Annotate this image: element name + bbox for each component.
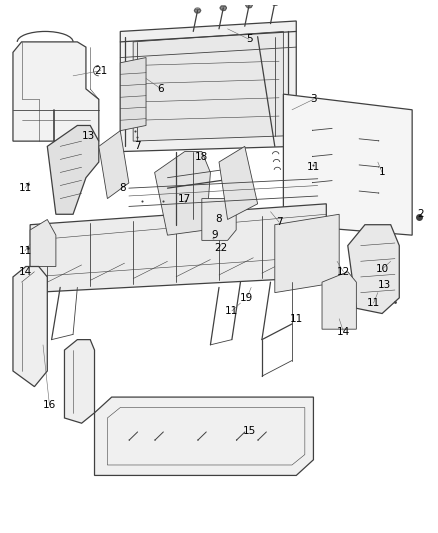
Text: 22: 22 xyxy=(215,243,228,253)
Polygon shape xyxy=(283,94,412,235)
Text: 2: 2 xyxy=(417,209,424,219)
Polygon shape xyxy=(30,220,56,266)
Text: 15: 15 xyxy=(242,426,256,436)
Text: 3: 3 xyxy=(310,94,317,104)
Text: 11: 11 xyxy=(18,246,32,256)
Text: 13: 13 xyxy=(81,131,95,141)
Polygon shape xyxy=(275,214,339,293)
Polygon shape xyxy=(13,266,47,386)
Text: 11: 11 xyxy=(18,183,32,193)
Polygon shape xyxy=(64,340,95,423)
Polygon shape xyxy=(13,42,99,141)
Text: 14: 14 xyxy=(18,266,32,277)
Text: 8: 8 xyxy=(215,214,223,224)
Polygon shape xyxy=(30,204,326,293)
Polygon shape xyxy=(120,21,296,151)
Polygon shape xyxy=(272,0,278,5)
Polygon shape xyxy=(120,58,146,131)
Text: 11: 11 xyxy=(290,314,303,324)
Polygon shape xyxy=(194,8,201,13)
Text: 21: 21 xyxy=(94,66,108,76)
Text: 11: 11 xyxy=(367,298,380,308)
Polygon shape xyxy=(202,199,236,240)
Text: 7: 7 xyxy=(276,217,283,227)
Polygon shape xyxy=(322,272,357,329)
Text: 11: 11 xyxy=(225,306,239,316)
Text: 17: 17 xyxy=(178,193,191,204)
Polygon shape xyxy=(246,3,252,8)
Text: 9: 9 xyxy=(212,230,218,240)
Polygon shape xyxy=(95,397,314,475)
Text: 11: 11 xyxy=(307,162,320,172)
Polygon shape xyxy=(133,31,283,141)
Text: 8: 8 xyxy=(119,183,126,193)
Polygon shape xyxy=(220,5,226,11)
Text: 14: 14 xyxy=(337,327,350,337)
Text: 19: 19 xyxy=(240,293,254,303)
Text: 13: 13 xyxy=(378,280,391,290)
Polygon shape xyxy=(99,131,129,199)
Polygon shape xyxy=(348,225,399,313)
Text: 10: 10 xyxy=(375,264,389,274)
Text: 6: 6 xyxy=(158,84,164,94)
Text: 5: 5 xyxy=(246,34,252,44)
Text: 1: 1 xyxy=(379,167,385,177)
Text: 7: 7 xyxy=(134,141,141,151)
Polygon shape xyxy=(47,125,99,214)
Text: 18: 18 xyxy=(195,152,208,162)
Polygon shape xyxy=(219,147,258,220)
Polygon shape xyxy=(155,151,210,235)
Text: 12: 12 xyxy=(337,266,350,277)
Text: 16: 16 xyxy=(43,400,56,410)
